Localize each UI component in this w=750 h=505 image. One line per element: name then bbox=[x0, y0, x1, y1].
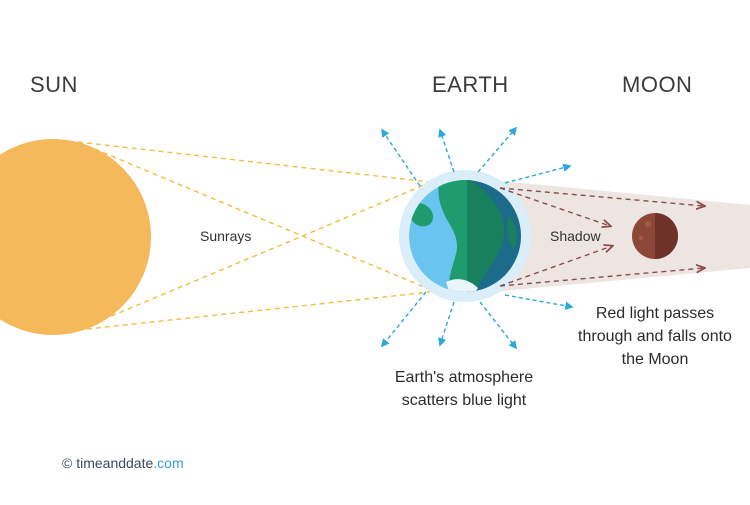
scatter-arrow bbox=[438, 301, 455, 347]
sunray-upper-straight bbox=[77, 141, 431, 183]
credit-name: timeanddate bbox=[76, 455, 154, 471]
moon bbox=[632, 213, 678, 259]
sunray-lower-cross bbox=[77, 179, 437, 331]
credit-tld: .com bbox=[153, 455, 184, 471]
copyright-credit: © timeanddate.com bbox=[62, 455, 184, 471]
red-light-rays bbox=[499, 187, 704, 287]
scatter-arrow bbox=[477, 126, 518, 173]
red-ray bbox=[499, 187, 610, 226]
shadow-cone bbox=[470, 178, 750, 294]
sunray-lower-straight bbox=[77, 291, 431, 331]
red-ray bbox=[499, 268, 704, 287]
red-ray bbox=[499, 246, 612, 287]
moon-label: MOON bbox=[622, 72, 693, 97]
sun bbox=[0, 139, 151, 335]
sunrays-label: Sunrays bbox=[200, 228, 252, 244]
red-ray bbox=[499, 187, 704, 206]
scatter-arrow bbox=[380, 291, 427, 348]
sunray-upper-cross bbox=[77, 141, 437, 293]
copyright-symbol: © bbox=[62, 455, 73, 471]
scatter-arrow bbox=[504, 163, 572, 184]
earth-polar-cap bbox=[446, 279, 478, 292]
scatter-arrow bbox=[381, 128, 421, 187]
earth-label: EARTH bbox=[432, 72, 509, 97]
scatter-arrow bbox=[504, 294, 574, 310]
atmosphere-caption: Earth's atmosphere scatters blue light bbox=[394, 369, 534, 409]
sun-label: SUN bbox=[30, 72, 78, 97]
scatter-arrow bbox=[479, 301, 518, 350]
scatter-arrows bbox=[380, 126, 574, 350]
shadow-label: Shadow bbox=[550, 228, 601, 244]
red-light-caption: Red light passes through and falls onto … bbox=[578, 305, 732, 368]
sunrays bbox=[77, 141, 437, 331]
scatter-arrow bbox=[438, 128, 455, 173]
